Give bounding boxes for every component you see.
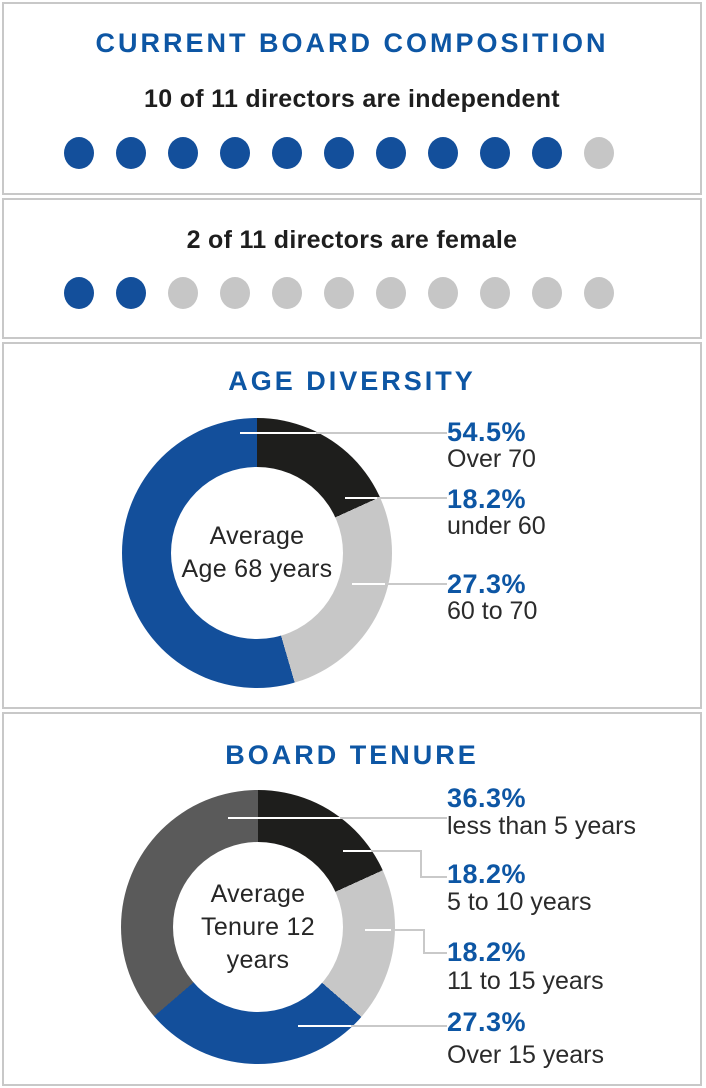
age-donut-hole: Average Age 68 years <box>171 467 343 639</box>
empty-dot <box>272 277 302 309</box>
tenure-center-line2: Tenure 12 years <box>201 912 315 974</box>
tenure-donut-chart: Average Tenure 12 years <box>121 790 395 1064</box>
leader-line <box>365 929 393 931</box>
empty-dot <box>532 277 562 309</box>
leader-line <box>298 1025 353 1027</box>
leader-line <box>377 497 447 499</box>
empty-dot <box>376 277 406 309</box>
leader-line <box>340 817 447 819</box>
filled-dot <box>64 137 94 169</box>
age-center-line2: Age 68 years <box>181 555 333 583</box>
filled-dot <box>480 137 510 169</box>
tenure-callout-pct: 18.2% <box>447 937 527 967</box>
age-callout-pct: 27.3% <box>447 569 527 599</box>
tenure-donut-hole: Average Tenure 12 years <box>173 842 343 1012</box>
filled-dot <box>220 137 250 169</box>
filled-dot <box>376 137 406 169</box>
filled-dot <box>116 277 146 309</box>
age-donut-chart: Average Age 68 years <box>122 418 392 688</box>
age-callout-label: 60 to 70 <box>447 597 538 625</box>
tenure-callout-pct: 36.3% <box>447 783 527 813</box>
tenure-center-line1: Average <box>210 879 306 908</box>
tenure-callout-pct: 27.3% <box>447 1007 527 1037</box>
leader-line <box>371 850 422 852</box>
leader-line <box>423 929 425 954</box>
independent-dot-row <box>64 137 614 169</box>
female-statement: 2 of 11 directors are female <box>186 226 518 254</box>
empty-dot <box>324 277 354 309</box>
filled-dot <box>532 137 562 169</box>
leader-line <box>352 583 387 585</box>
empty-dot <box>584 137 614 169</box>
leader-line <box>420 850 422 878</box>
tenure-callout-label: Over 15 years <box>447 1041 605 1069</box>
board-tenure-title: BOARD TENURE <box>225 740 479 770</box>
filled-dot <box>64 277 94 309</box>
leader-line <box>345 497 379 499</box>
tenure-callout-label: 5 to 10 years <box>447 888 592 916</box>
empty-dot <box>584 277 614 309</box>
independent-statement: 10 of 11 directors are independent <box>144 85 560 113</box>
tenure-callout-label: 11 to 15 years <box>447 967 604 995</box>
leader-line <box>228 817 342 819</box>
empty-dot <box>168 277 198 309</box>
filled-dot <box>324 137 354 169</box>
filled-dot <box>168 137 198 169</box>
leader-line <box>351 1025 447 1027</box>
age-center-label: Average Age 68 years <box>182 520 333 586</box>
leader-line <box>423 952 447 954</box>
empty-dot <box>220 277 250 309</box>
leader-line <box>343 850 373 852</box>
tenure-center-label: Average Tenure 12 years <box>173 878 343 977</box>
empty-dot <box>480 277 510 309</box>
female-frame <box>2 198 702 339</box>
leader-line <box>420 876 447 878</box>
leader-line <box>385 583 447 585</box>
tenure-callout-pct: 18.2% <box>447 859 527 889</box>
female-dot-row <box>64 277 614 309</box>
empty-dot <box>428 277 458 309</box>
tenure-callout-label: less than 5 years <box>447 812 636 840</box>
age-callout-label: under 60 <box>447 512 546 540</box>
board-composition-title: CURRENT BOARD COMPOSITION <box>95 28 609 58</box>
leader-line <box>240 432 318 434</box>
age-callout-label: Over 70 <box>447 445 536 473</box>
filled-dot <box>116 137 146 169</box>
age-callout-pct: 18.2% <box>447 484 527 514</box>
age-diversity-title: AGE DIVERSITY <box>228 366 476 396</box>
filled-dot <box>428 137 458 169</box>
leader-line <box>316 432 447 434</box>
leader-line <box>391 929 425 931</box>
age-callout-pct: 54.5% <box>447 417 527 447</box>
age-center-line1: Average <box>209 522 305 550</box>
filled-dot <box>272 137 302 169</box>
